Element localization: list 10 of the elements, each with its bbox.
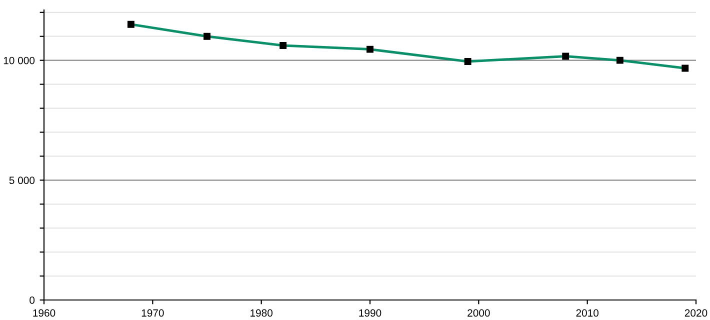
x-tick-label: 2010 xyxy=(576,309,599,317)
x-tick-label: 2020 xyxy=(684,309,708,317)
y-tick-label: 10 000 xyxy=(4,56,35,64)
y-tick-label: 5 000 xyxy=(9,176,35,184)
x-tick-label: 2000 xyxy=(468,309,490,317)
y-tick-label: 0 xyxy=(30,296,35,304)
x-tick-label: 1980 xyxy=(250,309,273,317)
x-tick-label: 1960 xyxy=(33,309,56,317)
x-tick-label: 1970 xyxy=(142,309,164,317)
x-tick-label: 1990 xyxy=(359,309,382,317)
